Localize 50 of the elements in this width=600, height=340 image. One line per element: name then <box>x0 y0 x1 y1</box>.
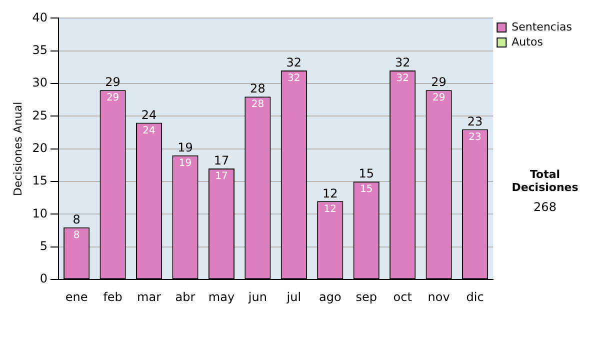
data-label: 29 <box>432 92 446 104</box>
legend-label: Autos <box>512 35 544 48</box>
y-tick-label: 5 <box>40 239 48 254</box>
total-label: 19 <box>178 140 193 155</box>
x-tick-label: mar <box>137 290 162 304</box>
total-label: 29 <box>105 75 120 90</box>
x-tick-label: ene <box>65 290 88 304</box>
x-tick-label: feb <box>103 290 122 304</box>
x-tick-label: jun <box>247 290 267 304</box>
data-label: 17 <box>215 171 228 182</box>
total-label: 23 <box>467 114 483 128</box>
x-tick-label: abr <box>175 290 196 304</box>
x-tick-label: dic <box>466 290 484 304</box>
total-label: 15 <box>358 166 374 181</box>
y-tick-label: 0 <box>40 272 48 286</box>
total-label: 24 <box>141 108 157 122</box>
total-label: 32 <box>286 56 302 70</box>
x-tick-label: jul <box>286 290 302 304</box>
y-tick-label: 40 <box>32 10 48 24</box>
data-label: 32 <box>396 73 409 84</box>
y-tick-label: 35 <box>32 43 48 57</box>
data-label: 28 <box>251 99 264 110</box>
y-tick-label: 10 <box>32 206 48 220</box>
data-label: 29 <box>106 92 120 104</box>
data-label: 19 <box>178 158 192 170</box>
y-tick-label: 15 <box>32 174 48 188</box>
y-tick-label: 25 <box>32 108 48 122</box>
data-label: 8 <box>73 230 80 241</box>
y-tick-label: 30 <box>32 76 48 90</box>
x-tick-label: ago <box>318 290 342 304</box>
data-label: 15 <box>360 184 373 196</box>
x-tick-label: may <box>208 290 235 304</box>
total-label: 12 <box>322 186 338 200</box>
data-label: 24 <box>142 125 156 136</box>
y-tick-label: 20 <box>32 141 48 156</box>
text: Total Decisiones <box>510 168 580 194</box>
total-label: 29 <box>431 75 446 90</box>
total-label: 32 <box>394 56 410 70</box>
x-tick-label: oct <box>393 290 412 304</box>
data-label: 23 <box>468 132 482 143</box>
total-label: 17 <box>214 154 230 168</box>
total-label: 8 <box>72 212 80 226</box>
y-axis-title: Decisiones Anual <box>11 102 24 196</box>
x-tick-label: nov <box>428 290 450 304</box>
legend-label: Sentencias <box>512 20 572 34</box>
total-label: 28 <box>250 82 266 96</box>
text: 268 <box>532 200 558 214</box>
x-tick-label: sep <box>356 290 377 304</box>
data-label: 32 <box>288 73 300 84</box>
data-label: 12 <box>324 204 337 215</box>
